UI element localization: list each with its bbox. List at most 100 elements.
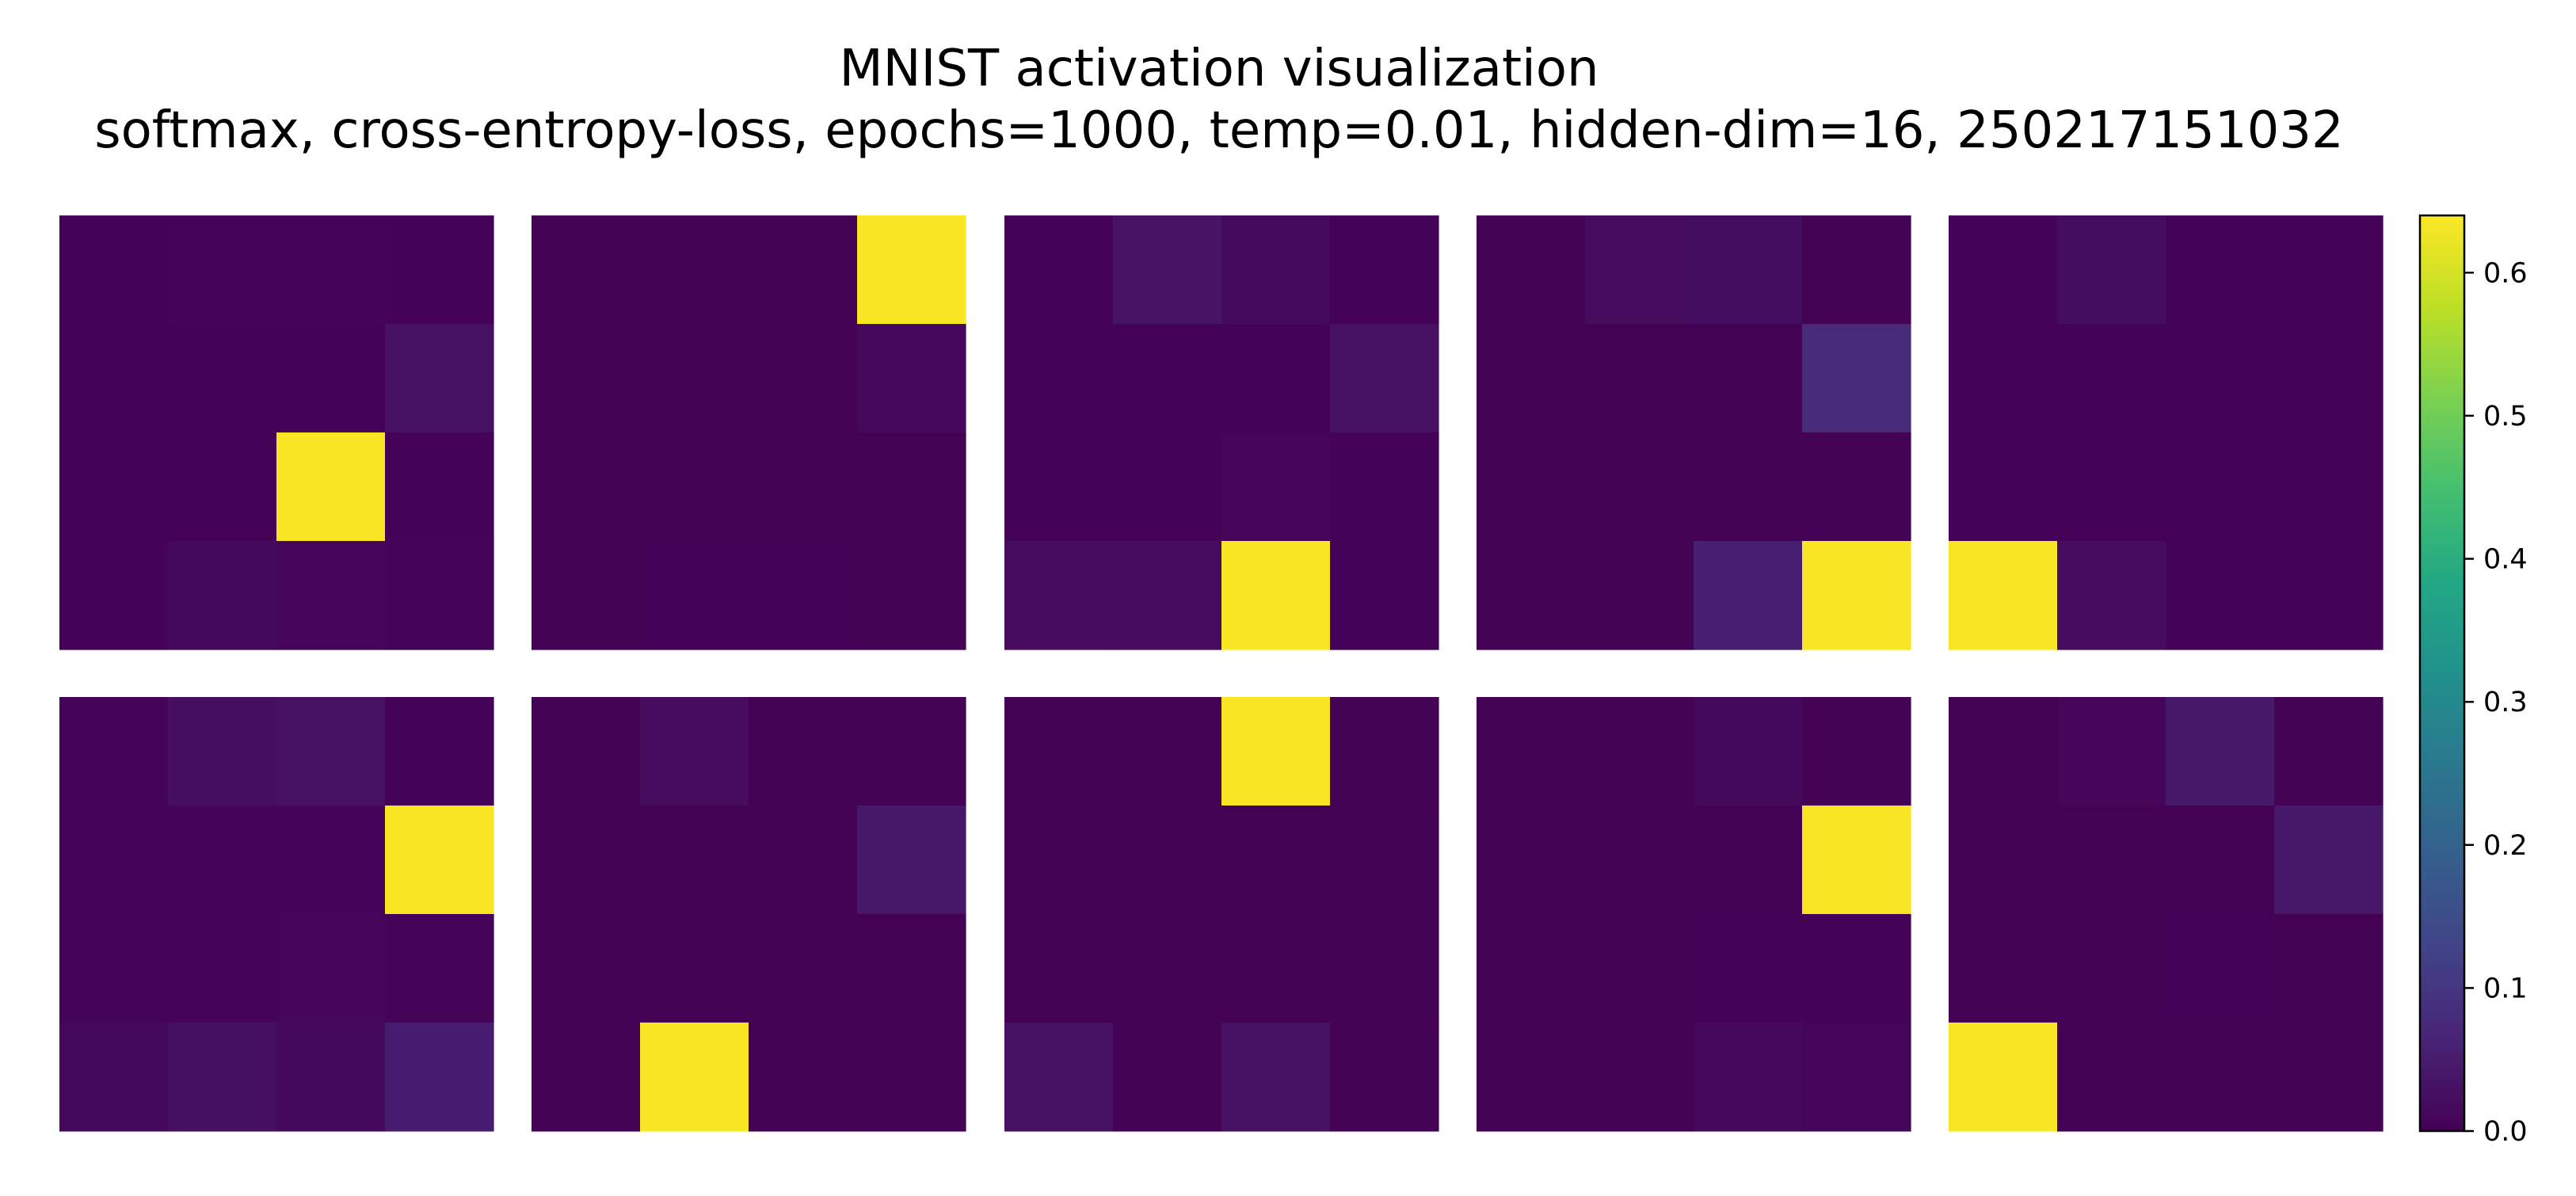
heatmap-cell: [1802, 697, 1911, 806]
heatmap-cell: [1694, 215, 1803, 325]
heatmap-cell: [1802, 914, 1911, 1023]
heatmap-cell: [2166, 914, 2275, 1023]
heatmap-cell: [168, 432, 277, 542]
heatmap-cell: [59, 806, 169, 915]
heatmap-cell: [168, 541, 277, 650]
heatmap-cell: [857, 914, 966, 1023]
heatmap-cell: [2166, 215, 2275, 325]
heatmap-panel-10: [1949, 697, 2384, 1132]
heatmap-cell: [1949, 324, 2058, 433]
heatmap-cell: [168, 1023, 277, 1132]
colorbar-tick-label: 0.4: [2483, 544, 2528, 576]
heatmap-cell: [1477, 432, 1586, 542]
heatmap-cell: [1113, 806, 1222, 915]
heatmap-cell: [1004, 432, 1114, 542]
heatmap-cell: [2274, 914, 2384, 1023]
heatmap-cell: [59, 697, 169, 806]
heatmap-cell: [1330, 806, 1439, 915]
heatmap-cell: [59, 432, 169, 542]
heatmap-cell: [640, 541, 749, 650]
heatmap-cell: [2274, 541, 2384, 650]
heatmap-cell: [2166, 541, 2275, 650]
heatmap-panel-2: [532, 215, 966, 650]
heatmap-cell: [749, 1023, 858, 1132]
heatmap-cell: [385, 697, 494, 806]
heatmap-cell: [1694, 541, 1803, 650]
heatmap-cell: [1330, 324, 1439, 433]
heatmap-cell: [1330, 215, 1439, 325]
heatmap-cell: [532, 215, 641, 325]
heatmap-cell: [168, 324, 277, 433]
heatmap-cell: [1221, 1023, 1331, 1132]
heatmap-cell: [1477, 215, 1586, 325]
heatmap-cell: [640, 697, 749, 806]
heatmap-panel-9: [1477, 697, 1911, 1132]
heatmap-cell: [1330, 432, 1439, 542]
heatmap-cell: [2274, 324, 2384, 433]
heatmap-cell: [59, 541, 169, 650]
heatmap-panel-7: [532, 697, 966, 1132]
heatmap-panel-5: [1949, 215, 2384, 650]
heatmap-cell: [1221, 697, 1331, 806]
heatmap-cell: [276, 541, 386, 650]
heatmap-cell: [1802, 324, 1911, 433]
heatmap-cell: [276, 324, 386, 433]
heatmap-cell: [1694, 324, 1803, 433]
heatmap-cell: [1585, 215, 1694, 325]
heatmap-cell: [640, 914, 749, 1023]
heatmap-cell: [532, 806, 641, 915]
heatmap-cell: [385, 324, 494, 433]
heatmap-cell: [2057, 806, 2166, 915]
colorbar-tick-label: 0.2: [2483, 830, 2528, 862]
heatmap-cell: [2166, 697, 2275, 806]
heatmap-cell: [1477, 697, 1586, 806]
heatmap-cell: [2274, 432, 2384, 542]
heatmap-cell: [1113, 432, 1222, 542]
heatmap-cell: [1585, 324, 1694, 433]
heatmap-cell: [640, 806, 749, 915]
heatmap-cell: [857, 432, 966, 542]
heatmap-panel-3: [1004, 215, 1439, 650]
colorbar-gradient: [2418, 214, 2466, 1133]
heatmap-cell: [1694, 914, 1803, 1023]
heatmap-cell: [1221, 324, 1331, 433]
heatmap-cell: [640, 1023, 749, 1132]
heatmap-cell: [1949, 1023, 2058, 1132]
heatmap-cell: [749, 432, 858, 542]
heatmap-cell: [1694, 432, 1803, 542]
heatmap-cell: [1330, 1023, 1439, 1132]
heatmap-cell: [1004, 324, 1114, 433]
heatmap-cell: [1802, 432, 1911, 542]
heatmap-cell: [1330, 914, 1439, 1023]
heatmap-cell: [1004, 697, 1114, 806]
heatmap-cell: [276, 914, 386, 1023]
heatmap-cell: [1113, 541, 1222, 650]
heatmap-cell: [1004, 541, 1114, 650]
colorbar-tick-label: 0.3: [2483, 687, 2528, 718]
heatmap-cell: [749, 541, 858, 650]
heatmap-cell: [385, 541, 494, 650]
colorbar-tick-label: 0.1: [2483, 973, 2528, 1004]
heatmap-cell: [1113, 914, 1222, 1023]
heatmap-cell: [1221, 432, 1331, 542]
heatmap-cell: [1949, 541, 2058, 650]
heatmap-panel-1: [59, 215, 494, 650]
heatmap-cell: [2057, 697, 2166, 806]
heatmap-cell: [1585, 806, 1694, 915]
heatmap-cell: [532, 432, 641, 542]
heatmap-cell: [1694, 697, 1803, 806]
heatmap-cell: [857, 215, 966, 325]
heatmap-cell: [385, 914, 494, 1023]
heatmap-cell: [857, 1023, 966, 1132]
heatmap-cell: [1477, 1023, 1586, 1132]
heatmap-cell: [276, 1023, 386, 1132]
heatmap-cell: [1949, 215, 2058, 325]
heatmap-cell: [1004, 914, 1114, 1023]
heatmap-cell: [1949, 806, 2058, 915]
heatmap-cell: [1949, 914, 2058, 1023]
heatmap-cell: [1477, 914, 1586, 1023]
heatmap-cell: [749, 806, 858, 915]
heatmap-cell: [2057, 1023, 2166, 1132]
heatmap-cell: [2274, 1023, 2384, 1132]
